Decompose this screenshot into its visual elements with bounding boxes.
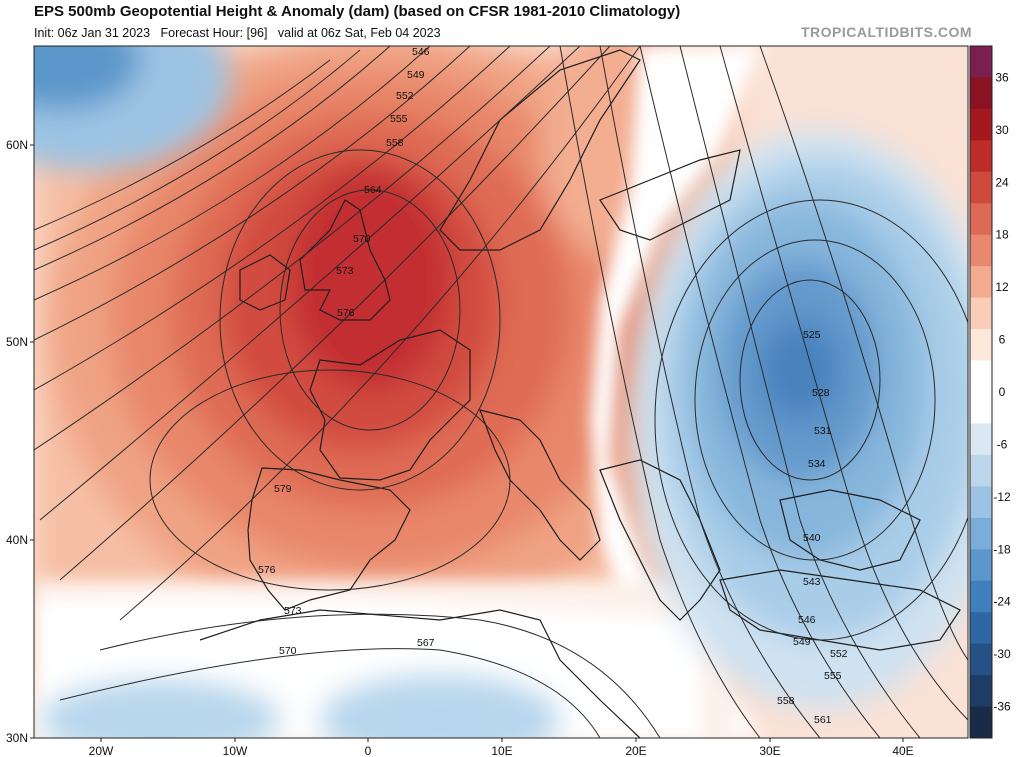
- contour-label: 579: [274, 483, 292, 495]
- contour-label: 561: [814, 714, 832, 726]
- contour-label: 552: [830, 648, 848, 660]
- contour-label: 534: [808, 458, 826, 470]
- lon-label-20w: 20W: [89, 744, 114, 757]
- valid-time: valid at 06z Sat, Feb 04 2023: [277, 26, 441, 40]
- contour-label: 540: [803, 532, 821, 544]
- colorbar-swatch: [970, 486, 992, 519]
- contour-label: 558: [386, 137, 404, 149]
- contour-label: 576: [337, 307, 355, 319]
- contour-label: 528: [812, 387, 830, 399]
- colorbar-swatch: [970, 234, 992, 267]
- contour-label: 570: [353, 233, 371, 245]
- colorbar-label: -12: [993, 490, 1011, 504]
- colorbar-label: 0: [999, 385, 1006, 399]
- colorbar-label: -18: [993, 542, 1011, 556]
- colorbar-swatch: [970, 266, 992, 299]
- colorbar-label: 24: [995, 175, 1009, 189]
- colorbar-swatch: [970, 454, 992, 487]
- colorbar-label: -30: [993, 647, 1011, 661]
- colorbar-swatch: [970, 46, 992, 78]
- colorbar-label: -36: [993, 700, 1011, 714]
- lon-label-0: 0: [365, 744, 372, 757]
- colorbar-label: 36: [995, 70, 1009, 84]
- lat-label-30n: 30N: [6, 731, 28, 745]
- colorbar-swatch: [970, 329, 992, 362]
- colorbar-labels: 36 30 24 18 12 6 0 -6 -12 -18 -24 -30 -36: [993, 70, 1011, 713]
- contour-label: 546: [412, 46, 430, 58]
- colorbar-swatch: [970, 203, 992, 236]
- lat-label-50n: 50N: [6, 335, 28, 349]
- colorbar-swatch: [970, 612, 992, 645]
- lon-label-30e: 30E: [759, 744, 780, 757]
- contour-label: 576: [258, 564, 276, 576]
- map-frame: [33, 45, 969, 739]
- contour-label: 546: [798, 614, 816, 626]
- colorbar-swatch: [970, 580, 992, 613]
- contour-label: 555: [390, 113, 408, 125]
- colorbar-swatch: [970, 171, 992, 204]
- lon-label-40e: 40E: [892, 744, 913, 757]
- colorbar-label: 6: [999, 333, 1006, 347]
- colorbar-label: -24: [993, 595, 1011, 609]
- contour-label: 567: [417, 637, 435, 649]
- brand-watermark: TROPICALTIDBITS.COM: [800, 24, 972, 40]
- colorbar-label: 12: [995, 280, 1009, 294]
- colorbar-frame: [969, 45, 993, 739]
- lat-axis: [30, 144, 34, 739]
- colorbar-label: 30: [995, 123, 1009, 137]
- init-time: Init: 06z Jan 31 2023: [34, 26, 151, 40]
- contour-label: 555: [824, 670, 842, 682]
- colorbar-swatch: [970, 675, 992, 708]
- contour-label: 570: [279, 645, 297, 657]
- height-contours: [34, 46, 968, 738]
- contour-label: 573: [336, 265, 354, 277]
- colorbar-swatch: [970, 360, 992, 393]
- colorbar-swatch: [970, 423, 992, 456]
- colorbar-swatch: [970, 517, 992, 550]
- contour-label: 549: [793, 636, 811, 648]
- colorbar-swatch: [970, 140, 992, 173]
- lon-label-10w: 10W: [223, 744, 248, 757]
- contour-label: 549: [407, 69, 425, 81]
- colorbar-swatch: [970, 108, 992, 141]
- lon-axis: [100, 738, 904, 742]
- contour-labels: 546 549 552 555 558 564 570 573 576 579 …: [258, 46, 848, 726]
- lon-label-20e: 20E: [625, 744, 646, 757]
- colorbar-swatch: [970, 297, 992, 330]
- map-title: EPS 500mb Geopotential Height & Anomaly …: [34, 3, 681, 20]
- lat-label-60n: 60N: [6, 138, 28, 152]
- map-subtitle: Init: 06z Jan 31 2023 Forecast Hour: [96…: [34, 26, 441, 40]
- colorbar-swatch: [970, 392, 992, 424]
- coastlines: [199, 49, 961, 738]
- colorbar-label: 18: [995, 228, 1009, 242]
- contour-label: 525: [803, 329, 821, 341]
- contour-label: 531: [814, 425, 832, 437]
- colorbar: [969, 45, 993, 739]
- contour-label: 558: [777, 695, 795, 707]
- lat-label-40n: 40N: [6, 533, 28, 547]
- contour-label: 573: [284, 605, 302, 617]
- colorbar-swatch: [970, 643, 992, 676]
- contour-label: 543: [803, 576, 821, 588]
- lon-label-10e: 10E: [491, 744, 512, 757]
- colorbar-swatch: [970, 549, 992, 582]
- colorbar-swatch: [970, 706, 992, 739]
- contour-label: 552: [396, 90, 414, 102]
- colorbar-swatch: [970, 77, 992, 110]
- contour-label: 564: [364, 184, 382, 196]
- colorbar-label: -6: [997, 437, 1008, 451]
- forecast-hour: Forecast Hour: [96]: [160, 26, 268, 40]
